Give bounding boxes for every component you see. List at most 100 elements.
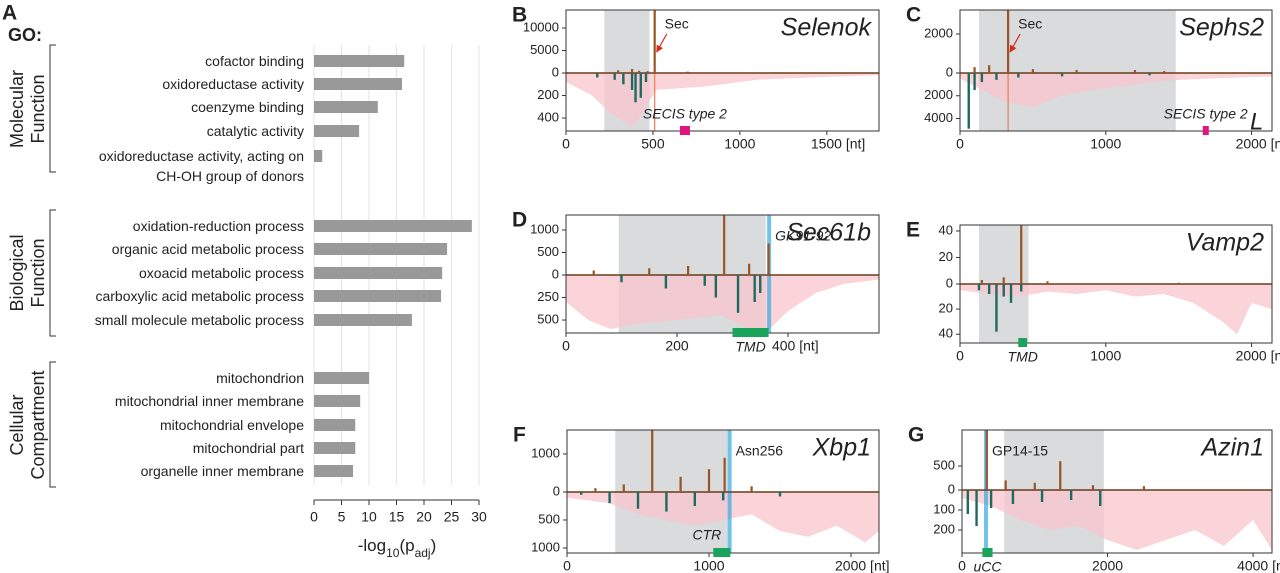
- marker-label: GP14-15: [992, 443, 1048, 459]
- gene-name: Sephs2: [1179, 14, 1264, 42]
- bar: [314, 101, 378, 113]
- x-tick-label: 0: [563, 558, 571, 573]
- x-tick-label: 2000 [nt]: [1236, 348, 1280, 364]
- feature-label: TMD: [735, 339, 765, 355]
- gene-name: Azin1: [1199, 434, 1264, 462]
- plot-frame: [565, 214, 880, 334]
- category-label: oxidoreductase activity: [162, 76, 304, 92]
- group-label: Cellular Compartment: [7, 369, 48, 480]
- x-tick-label: 0: [562, 136, 570, 152]
- x-axis-label-part: adj: [415, 546, 431, 560]
- y2-tick-label: 500: [537, 311, 559, 326]
- area: [960, 284, 1272, 335]
- y-tick-label: 1000: [531, 445, 560, 460]
- x-tick-label: 30: [471, 509, 487, 525]
- marker-label: Sec: [1018, 16, 1042, 32]
- category-label: organic acid metabolic process: [111, 241, 304, 257]
- chart-title: GO:: [8, 25, 42, 45]
- gene-name: Vamp2: [1186, 229, 1264, 257]
- x-tick-label: 0: [956, 136, 964, 152]
- group-bracket: [49, 44, 56, 173]
- y2-tick-label: 20: [939, 301, 953, 316]
- y-tick-label: 0: [948, 481, 955, 496]
- bar: [314, 419, 356, 431]
- category-label: mitochondrion: [216, 370, 304, 386]
- category-label: mitochondrial part: [192, 440, 304, 456]
- y-tick-label: 10000: [523, 19, 559, 34]
- y2-tick-label: 40: [939, 326, 953, 341]
- y2-tick-label: 4000: [924, 110, 953, 125]
- feature-label: TMD: [1008, 349, 1038, 365]
- bar: [314, 314, 412, 326]
- x-tick-label: 2000 [nt]: [835, 558, 890, 573]
- y2-tick-label: 2000: [924, 87, 953, 102]
- x-tick-label: 2000 [nt]: [1236, 136, 1280, 152]
- y-tick-label: 0: [552, 266, 559, 281]
- x-tick-label: 1500 [nt]: [811, 136, 866, 152]
- bar: [314, 55, 405, 67]
- x-tick-label: 25: [444, 509, 460, 525]
- x-axis-label-part: ): [431, 536, 437, 555]
- panel-label: F: [513, 424, 526, 447]
- gene-name: Selenok: [781, 14, 873, 42]
- category-label: oxidoreductase activity, acting on CH-OH…: [98, 148, 304, 184]
- marker-arrow: [656, 33, 668, 53]
- x-tick-label: 0: [958, 558, 966, 573]
- x-tick-label: 15: [389, 509, 405, 525]
- category-label: oxidation-reduction process: [132, 218, 304, 234]
- y-tick-label: 40: [939, 222, 953, 237]
- group-label: Molecular Function: [7, 69, 48, 148]
- x-tick-label: 0: [310, 509, 318, 525]
- y2-tick-label: 100: [933, 501, 955, 516]
- gene-name: Sec61b: [786, 219, 871, 247]
- feature: [1202, 126, 1209, 135]
- y2-tick-label: 500: [538, 511, 560, 526]
- group-bracket: [49, 209, 56, 337]
- x-tick-label: 10: [361, 509, 377, 525]
- x-axis-label: -log10(padj): [358, 536, 437, 560]
- feature: [679, 126, 690, 135]
- plot-frame: [565, 9, 880, 132]
- x-tick-label: 2000: [1092, 558, 1123, 573]
- gene-name: Xbp1: [812, 434, 871, 462]
- bar: [314, 220, 472, 232]
- x-axis-label-part: (p: [399, 536, 414, 555]
- feature: [732, 328, 769, 337]
- marker-label: GK91-92: [775, 228, 831, 244]
- bar: [314, 267, 443, 279]
- x-tick-label: 4000 [nt]: [1237, 558, 1280, 573]
- bar: [314, 125, 360, 137]
- group-label: Biological Function: [7, 234, 48, 312]
- feature: [982, 548, 993, 557]
- marker-arrow: [1009, 33, 1021, 53]
- y-tick-label: 500: [537, 244, 559, 259]
- x-tick-label: 1000: [724, 136, 755, 152]
- y-tick-label: 0: [946, 275, 953, 290]
- category-label: coenzyme binding: [191, 99, 304, 115]
- bar: [314, 442, 356, 454]
- bar: [314, 290, 442, 302]
- y-tick-label: 0: [553, 483, 560, 498]
- panel-label: C: [906, 4, 921, 27]
- y2-tick-label: 400: [537, 109, 559, 124]
- y-tick-label: 0: [552, 64, 559, 79]
- plot-frame: [961, 429, 1273, 554]
- panel-label: B: [512, 4, 527, 27]
- x-tick-label: 0: [562, 338, 570, 354]
- x-tick-label: 1000: [1090, 136, 1121, 152]
- panel-label: G: [908, 424, 924, 447]
- y2-tick-label: 1000: [531, 539, 560, 554]
- y-tick-label: 2000: [924, 25, 953, 40]
- category-label: cofactor binding: [205, 53, 304, 69]
- x-tick-label: 0: [956, 348, 964, 364]
- x-tick-label: 400 [nt]: [772, 338, 819, 354]
- bar: [314, 78, 402, 90]
- marker-label: Sec: [665, 16, 689, 32]
- x-axis-label-part: 10: [386, 546, 400, 560]
- area: [960, 73, 1272, 108]
- x-tick-label: 1000: [693, 558, 724, 573]
- feature: [1018, 338, 1028, 347]
- category-label: catalytic activity: [206, 123, 304, 139]
- y2-tick-label: 200: [537, 87, 559, 102]
